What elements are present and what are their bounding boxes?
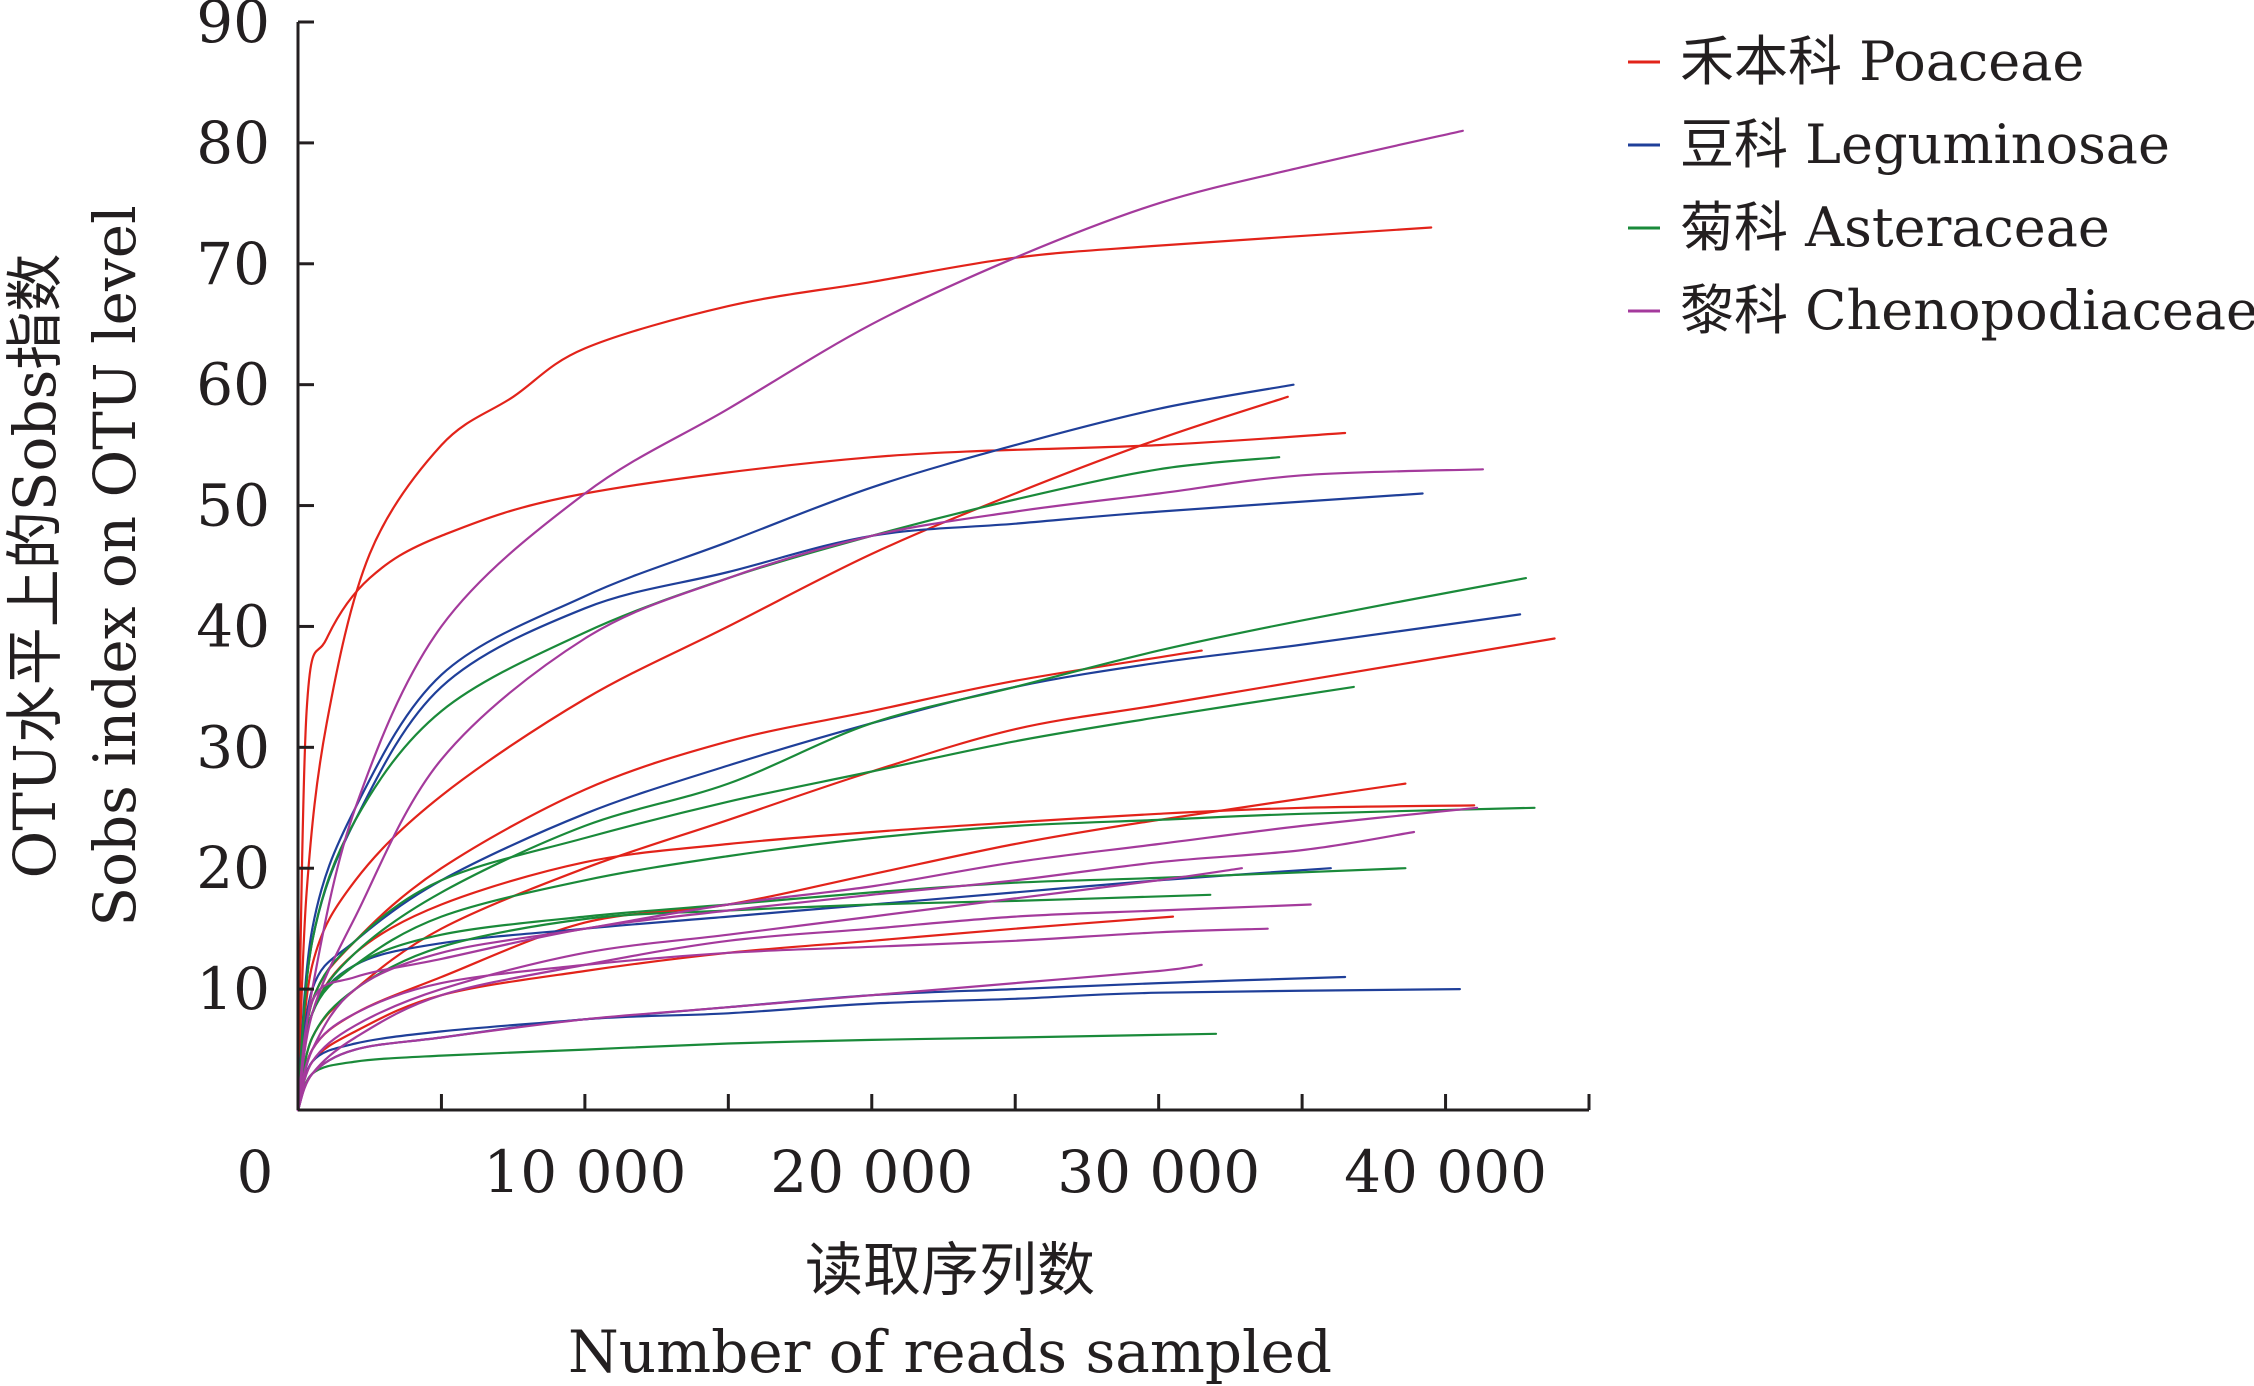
legend-label-asteraceae: 菊科 Asteraceae: [1680, 196, 2110, 259]
x-tick-label: 20 000: [770, 1138, 973, 1206]
x-tick-label: 30 000: [1057, 1138, 1260, 1206]
y-tick-label: 40: [196, 592, 270, 660]
series-line-leguminosae-9: [296, 383, 1295, 1112]
series-line-asteraceae-21: [296, 1032, 1218, 1112]
x-axis-title-cn: 读取序列数: [805, 1236, 1095, 1304]
ticks-layer: 10 000 20 000 30 000 40 000 10 20 30 40 50 60 70 80…: [196, 0, 1591, 1206]
x-axis-title-en: Number of reads sampled: [568, 1318, 1332, 1386]
legend-label-poaceae: 禾本科 Poaceae: [1680, 30, 2084, 93]
y-axis-title-cn: OTU水平上的Sobs指数: [1, 254, 69, 879]
series-line-chenopodiaceae-27: [296, 903, 1312, 1112]
series-line-chenopodiaceae-26: [296, 867, 1243, 1112]
y-tick-label: 60: [196, 351, 270, 419]
series-line-chenopodiaceae-29: [296, 963, 1203, 1112]
series-line-chenopodiaceae-23: [296, 468, 1484, 1112]
series-line-chenopodiaceae-25: [296, 830, 1416, 1112]
y-tick-label: 90: [196, 0, 270, 56]
series-line-poaceae-1: [296, 431, 1347, 1112]
y-tick-label: 10: [196, 955, 270, 1023]
y-tick-label: 20: [196, 834, 270, 902]
series-line-chenopodiaceae-22: [296, 129, 1464, 1112]
legend-label-leguminosae: 豆科 Leguminosae: [1680, 113, 2170, 176]
x-tick-label: 40 000: [1344, 1138, 1547, 1206]
y-tick-label: 70: [196, 230, 270, 298]
x-origin-label: 0: [237, 1138, 274, 1206]
series-line-asteraceae-20: [296, 893, 1212, 1112]
series-layer: [296, 129, 1556, 1112]
series-line-leguminosae-10: [296, 492, 1424, 1112]
y-axis-title-en: Sobs index on OTU level: [81, 205, 149, 926]
series-line-leguminosae-12: [296, 867, 1332, 1112]
y-tick-label: 30: [196, 713, 270, 781]
x-tick-label: 10 000: [483, 1138, 686, 1206]
y-tick-label: 80: [196, 109, 270, 177]
legend: 禾本科 Poaceae 豆科 Leguminosae 菊科 Asteraceae 黎科…: [1628, 30, 2254, 342]
series-line-poaceae-3: [296, 395, 1289, 1112]
series-line-asteraceae-17: [296, 685, 1355, 1112]
series-line-poaceae-8: [296, 915, 1175, 1112]
series-line-chenopodiaceae-28: [296, 927, 1269, 1112]
y-tick-label: 50: [196, 472, 270, 540]
series-line-poaceae-2: [296, 226, 1433, 1112]
axes-layer: [296, 22, 1589, 1112]
series-line-chenopodiaceae-24: [296, 806, 1479, 1112]
legend-label-chenopodiaceae: 黎科 Chenopodiaceae: [1680, 279, 2254, 342]
series-line-leguminosae-14: [296, 988, 1461, 1112]
series-line-asteraceae-16: [296, 577, 1527, 1112]
series-line-leguminosae-13: [296, 975, 1347, 1112]
